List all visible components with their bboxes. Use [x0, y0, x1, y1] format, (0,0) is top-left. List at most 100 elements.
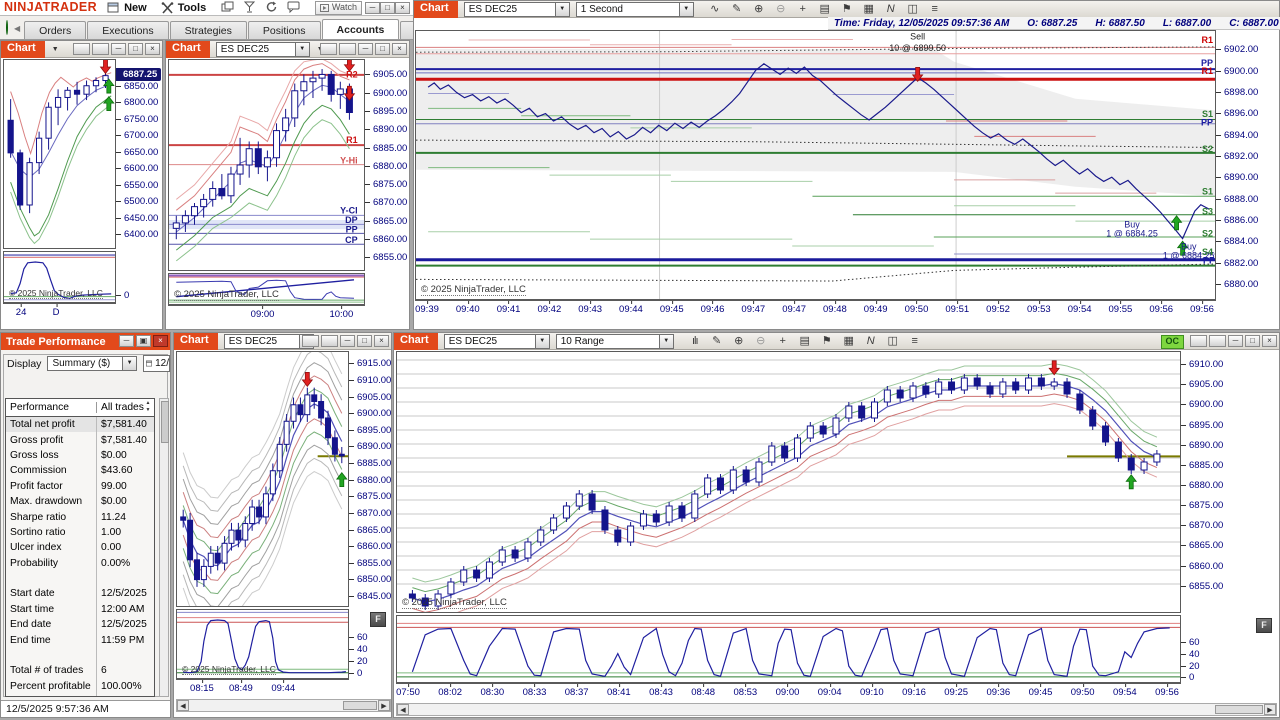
instrument-filter-icon[interactable] [243, 1, 263, 14]
tp-maximize-button[interactable]: ▣ [136, 335, 151, 347]
table-row[interactable]: Gross profit $7,581.40 [6, 432, 154, 448]
chart5-price-pane[interactable]: © 2025 NinjaTrader, LLC [396, 351, 1181, 613]
column-spinner[interactable]: ▲ ▼ [145, 400, 151, 413]
snapshot-icon[interactable]: ◫ [907, 2, 918, 15]
chart4-price-pane[interactable] [176, 351, 349, 607]
chart4-instrument-select[interactable]: ES DEC25 ▼ [223, 333, 314, 349]
tools-menu-button[interactable]: Tools [161, 2, 206, 14]
table-row[interactable] [6, 570, 154, 587]
tab-accounts[interactable]: Accounts [321, 19, 400, 39]
tab-strategies[interactable]: Strategies [169, 21, 247, 39]
scroll-left-icon[interactable]: ◀ [177, 700, 189, 711]
tab-scroll-left-icon[interactable]: ◀ [14, 24, 21, 33]
chart4-f-button[interactable]: F [370, 612, 386, 627]
table-row[interactable]: Sharpe ratio 11.24 [6, 509, 154, 525]
windows-stack-icon[interactable] [221, 1, 241, 14]
table-row[interactable]: Sortino ratio 1.00 [6, 524, 154, 541]
chart5-instrument-select[interactable]: ES DEC25 ▼ [443, 333, 550, 349]
draw-pencil-icon[interactable]: ✎ [712, 334, 722, 347]
chart2-price-pane[interactable]: R2 R1 Y-Hi Y-Cl DP PP CP [168, 59, 365, 271]
alert-flag-icon[interactable]: ⚑ [841, 2, 852, 15]
crosshair-icon[interactable]: + [799, 2, 806, 15]
chart2-instrument-select[interactable]: ES DEC25 ▼ [215, 41, 310, 57]
oc-button[interactable]: OC [1160, 335, 1184, 349]
chart1-price-axis[interactable]: 6850.00 6800.00 6750.00 6700.00 6650.00 6600.… [116, 59, 162, 249]
chart1-time-axis[interactable]: 24 D [3, 303, 116, 319]
chart4-price-axis[interactable]: 6915.00 6910.00 6905.00 6900.00 6895.00 6890.… [349, 351, 391, 607]
properties-list-icon[interactable]: ≡ [911, 334, 918, 347]
pattern-icon[interactable]: N [866, 334, 875, 347]
chart1-minimize-button[interactable]: ─ [111, 43, 126, 55]
maximize-button[interactable]: □ [380, 1, 395, 14]
snapshot-icon[interactable]: ◫ [887, 334, 898, 347]
chart2-price-axis[interactable]: 6905.00 6900.00 6895.00 6890.00 6885.00 6880.… [365, 59, 409, 271]
minimize-button[interactable]: ─ [365, 1, 380, 14]
display-select[interactable]: Summary ($) ▼ [47, 356, 138, 371]
chart2-minimize-button[interactable]: ─ [358, 43, 373, 55]
table-row[interactable]: Total net profit $7,581.40 [6, 417, 154, 433]
chart2-extra-button-2[interactable] [339, 43, 356, 55]
pattern-icon[interactable]: N [886, 2, 895, 15]
table-row[interactable]: Start time 12:00 AM [6, 601, 154, 618]
chart5-hscrollbar[interactable]: ◀ ▶ [396, 703, 1277, 716]
chart2-extra-button-1[interactable] [320, 43, 337, 55]
refresh-icon[interactable] [265, 1, 285, 14]
zoom-out-icon[interactable]: ⊖ [756, 334, 766, 347]
close-button[interactable]: × [395, 1, 410, 14]
chart1-extra-button-2[interactable] [92, 43, 109, 55]
chat-icon[interactable] [287, 1, 307, 14]
chart1-dropdown-icon[interactable]: ▼ [51, 45, 59, 53]
table-row[interactable]: End time 11:59 PM [6, 632, 154, 648]
performance-scrollbar[interactable] [159, 398, 169, 697]
chart5-extra-button-2[interactable] [1209, 335, 1226, 347]
table-row[interactable]: Start date 12/5/2025 [6, 586, 154, 602]
table-row[interactable] [6, 647, 154, 664]
alert-flag-icon[interactable]: ⚑ [821, 334, 832, 347]
chart1-indicator-pane[interactable]: © 2025 NinjaTrader, LLC [3, 251, 116, 303]
table-row[interactable]: Max. drawdown $0.00 [6, 493, 154, 510]
chart5-maximize-button[interactable]: □ [1245, 335, 1260, 347]
chart5-time-axis[interactable]: 07:50 08:02 08:30 08:33 08:37 08:41 08:43 08:48… [396, 683, 1181, 699]
chart3-time-axis[interactable]: 09:39 09:40 09:41 09:42 09:43 09:44 09:45 09:46… [415, 300, 1216, 316]
table-row[interactable]: Total # of trades 6 [6, 663, 154, 679]
table-row[interactable]: Commission $43.60 [6, 463, 154, 479]
chart4-scroll-thumb[interactable] [343, 701, 377, 710]
data-box-icon[interactable]: ▤ [799, 334, 810, 347]
chart5-minimize-button[interactable]: ─ [1228, 335, 1243, 347]
chart1-maximize-button[interactable]: □ [128, 43, 143, 55]
crosshair-icon[interactable]: + [779, 334, 786, 347]
chart4-hscrollbar[interactable]: ◀ ▶ [176, 699, 391, 712]
tp-close-button[interactable]: × [153, 335, 168, 347]
properties-list-icon[interactable]: ≡ [931, 2, 938, 15]
chart4-extra-button-1[interactable] [302, 335, 319, 347]
watch-button[interactable]: Watch [314, 0, 362, 15]
table-row[interactable]: Profit factor 99.00 [6, 478, 154, 494]
chart2-close-button[interactable]: × [392, 43, 407, 55]
new-menu-button[interactable]: New [107, 2, 147, 14]
data-box-icon[interactable]: ▤ [819, 2, 830, 15]
tab-positions[interactable]: Positions [247, 21, 321, 39]
chart5-scroll-thumb[interactable] [1215, 705, 1263, 714]
chart2-maximize-button[interactable]: □ [375, 43, 390, 55]
chart4-extra-button-2[interactable] [321, 335, 338, 347]
table-row[interactable]: End date 12/5/2025 [6, 617, 154, 633]
date-picker-button[interactable]: 12/ [143, 355, 170, 372]
chart5-interval-select[interactable]: 10 Range ▼ [555, 333, 674, 349]
chart4-minimize-button[interactable]: ─ [340, 335, 355, 347]
chart5-close-button[interactable]: × [1262, 335, 1277, 347]
scroll-right-icon[interactable]: ▶ [378, 700, 390, 711]
chart2-time-axis[interactable]: 09:00 10:00 [168, 305, 365, 321]
scroll-right-icon[interactable]: ▶ [1264, 704, 1276, 715]
connection-status-dot[interactable] [6, 20, 8, 35]
chart3-price-pane[interactable]: © 2025 NinjaTrader, LLC Sell 10 @ 6899.50… [415, 30, 1216, 300]
chart5-price-axis[interactable]: 6910.00 6905.00 6900.00 6895.00 6890.00 6885.… [1181, 351, 1277, 613]
table-row[interactable]: Ulcer index 0.00 [6, 540, 154, 556]
chart3-interval-select[interactable]: 1 Second ▼ [575, 1, 694, 17]
chart2-indicator-pane[interactable]: © 2025 NinjaTrader, LLC [168, 273, 365, 305]
chart-style-icon[interactable]: ▦ [843, 334, 854, 347]
chart5-f-button[interactable]: F [1256, 618, 1272, 633]
chart1-close-button[interactable]: × [145, 43, 160, 55]
table-row[interactable]: Gross loss $0.00 [6, 447, 154, 464]
table-row[interactable]: Probability 0.00% [6, 555, 154, 571]
zoom-out-icon[interactable]: ⊖ [776, 2, 786, 15]
